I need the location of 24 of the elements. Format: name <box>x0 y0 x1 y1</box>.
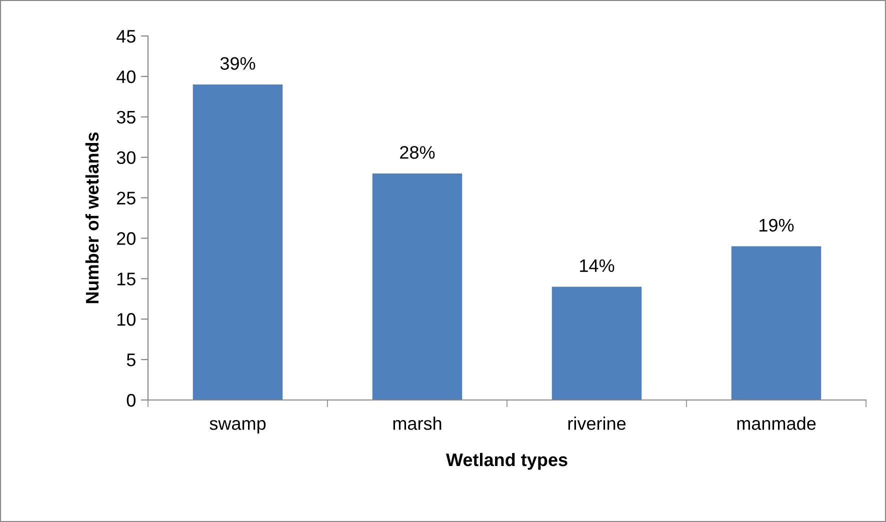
x-tick-label: swamp <box>210 420 266 434</box>
y-tick-label: 30 <box>116 151 136 164</box>
y-tick-label: 0 <box>126 394 136 407</box>
y-axis-title: Number of wetlands <box>85 132 99 304</box>
data-label: 28% <box>400 146 435 159</box>
x-tick-label: riverine <box>568 416 626 430</box>
y-tick-label: 15 <box>117 272 136 286</box>
y-tick-label: 35 <box>116 110 136 124</box>
data-label: 14% <box>580 259 614 272</box>
bar <box>372 174 462 400</box>
y-tick-label: 25 <box>117 192 136 204</box>
bar <box>552 286 642 400</box>
bar <box>192 84 283 400</box>
x-tick-label: manmade <box>737 416 816 430</box>
data-label: 39% <box>220 57 256 70</box>
y-tick-label: 5 <box>126 354 136 366</box>
y-tick-label: 40 <box>116 70 136 84</box>
x-axis-title: Wetland types <box>446 452 568 470</box>
y-tick-label: 10 <box>117 313 136 326</box>
bar <box>731 246 822 400</box>
data-label: 19% <box>760 218 794 232</box>
y-tick-label: 20 <box>117 232 136 245</box>
y-tick-label: 45 <box>116 30 136 43</box>
x-tick-label: marsh <box>393 416 442 430</box>
